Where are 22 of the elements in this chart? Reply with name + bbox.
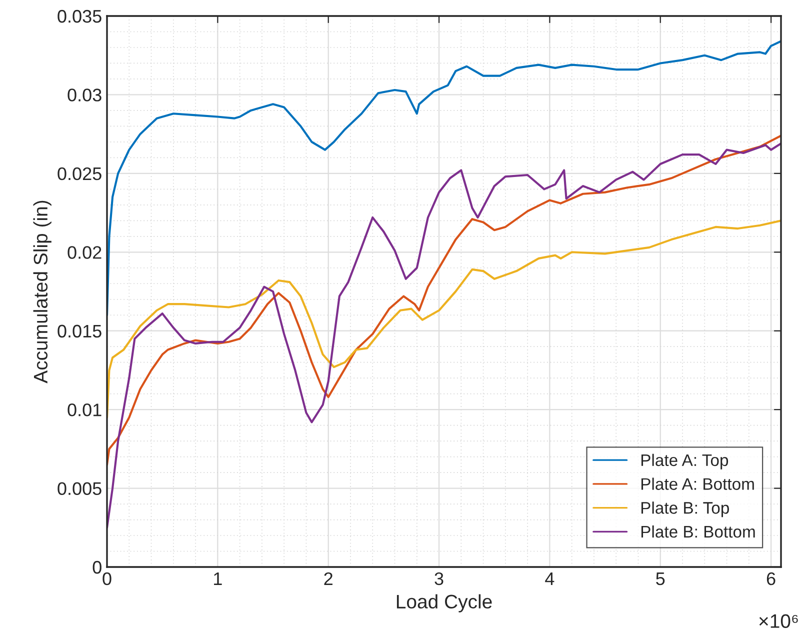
x-tick-label: 5 xyxy=(656,572,665,586)
y-tick-label: 0.03 xyxy=(68,88,102,102)
legend-label: Plate B: Bottom xyxy=(641,525,755,538)
y-tick-label: 0.005 xyxy=(58,482,102,496)
y-tick-label: 0.025 xyxy=(58,167,102,180)
y-tick-label: 0.01 xyxy=(68,404,102,416)
y-tick-label: 0 xyxy=(92,560,102,574)
y-tick-label: 0.035 xyxy=(58,10,102,23)
x-tick-label: 1 xyxy=(214,572,222,585)
x-tick-label: 0 xyxy=(102,572,112,586)
y-axis-title: Accumulated Slip (in) xyxy=(33,200,52,384)
text: ×10⁶ xyxy=(759,614,798,628)
y-tick-label: 0.015 xyxy=(58,324,102,338)
x-tick-label: 4 xyxy=(545,572,554,585)
legend-label: Plate B: Top xyxy=(641,502,729,518)
legend-label: Plate A: Top xyxy=(641,454,728,470)
y-tick-label: 0.02 xyxy=(68,246,102,259)
x-tick-label: 2 xyxy=(324,572,332,585)
x-tick-label: 6 xyxy=(766,572,776,586)
legend-label: Plate A: Bottom xyxy=(641,478,754,490)
x-axis-title: Load Cycle xyxy=(396,594,492,612)
x-tick-label: 3 xyxy=(434,572,444,586)
